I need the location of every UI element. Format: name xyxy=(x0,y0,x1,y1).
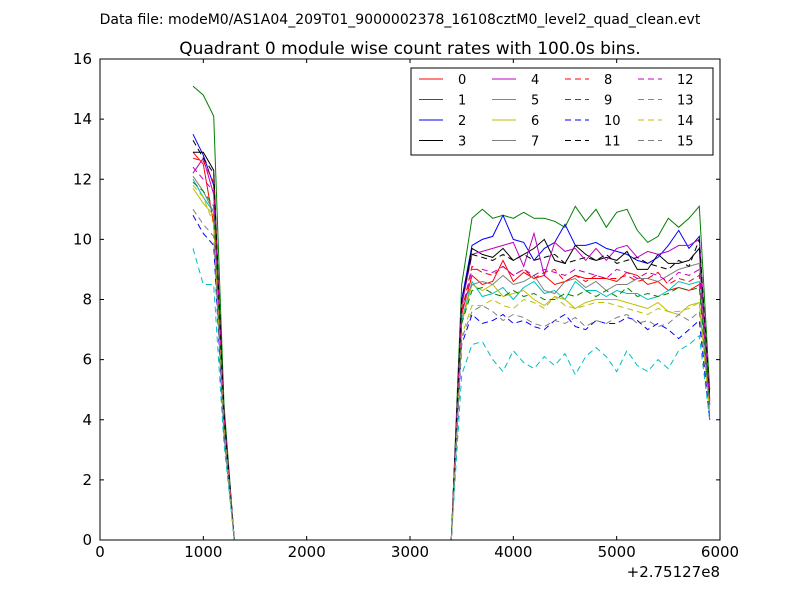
legend-label-9: 9 xyxy=(604,94,612,109)
legend-label-13: 13 xyxy=(677,94,694,109)
y-tick-label: 14 xyxy=(73,110,92,128)
series-line-15 xyxy=(192,209,711,541)
x-tick-label: 1000 xyxy=(184,543,222,561)
series-line-8 xyxy=(192,157,711,541)
x-tick-label: 4000 xyxy=(494,543,532,561)
x-tick-label: 0 xyxy=(95,543,105,561)
legend-label-5: 5 xyxy=(531,94,539,109)
legend-label-10: 10 xyxy=(604,114,621,129)
legend-label-6: 6 xyxy=(531,114,539,129)
y-tick-label: 16 xyxy=(73,50,92,68)
series-line-5 xyxy=(192,179,711,541)
y-tick-label: 6 xyxy=(82,351,92,369)
legend-label-4: 4 xyxy=(531,73,539,88)
series-line-3 xyxy=(193,151,711,541)
series-line-12 xyxy=(192,166,711,541)
series-line-2 xyxy=(192,133,711,541)
series-line-10 xyxy=(192,215,711,541)
legend-label-1: 1 xyxy=(458,94,466,109)
chart-title: Quadrant 0 module wise count rates with … xyxy=(179,39,640,59)
series-line-13 xyxy=(192,248,711,541)
legend-label-8: 8 xyxy=(604,73,612,88)
legend-box xyxy=(410,67,714,156)
x-tick-label: 2000 xyxy=(288,543,326,561)
series-line-6 xyxy=(192,188,711,541)
y-tick-label: 10 xyxy=(73,230,92,248)
y-tick-label: 0 xyxy=(82,531,92,549)
x-tick-label: 3000 xyxy=(391,543,429,561)
figure-suptitle: Data file: modeM0/AS1A04_209T01_90000023… xyxy=(100,12,701,28)
x-tick-label: 5000 xyxy=(598,543,636,561)
legend-label-15: 15 xyxy=(677,135,694,150)
legend-label-2: 2 xyxy=(458,114,466,129)
legend-label-12: 12 xyxy=(677,73,694,88)
y-tick-label: 2 xyxy=(82,471,92,489)
series-line-4 xyxy=(192,157,711,541)
y-tick-label: 4 xyxy=(82,411,92,429)
x-offset-label: +2.75127e8 xyxy=(627,563,720,581)
series-line-11 xyxy=(192,139,711,541)
series-line-14 xyxy=(192,184,711,541)
x-tick-label: 6000 xyxy=(701,543,739,561)
y-tick-label: 8 xyxy=(82,291,92,309)
y-tick-label: 12 xyxy=(73,170,92,188)
legend-label-11: 11 xyxy=(604,135,621,150)
series-line-0 xyxy=(192,151,711,541)
legend-label-14: 14 xyxy=(677,114,694,129)
legend-label-3: 3 xyxy=(458,135,466,150)
legend-label-0: 0 xyxy=(458,73,466,88)
series-line-9 xyxy=(192,181,711,541)
legend-label-7: 7 xyxy=(531,135,539,150)
